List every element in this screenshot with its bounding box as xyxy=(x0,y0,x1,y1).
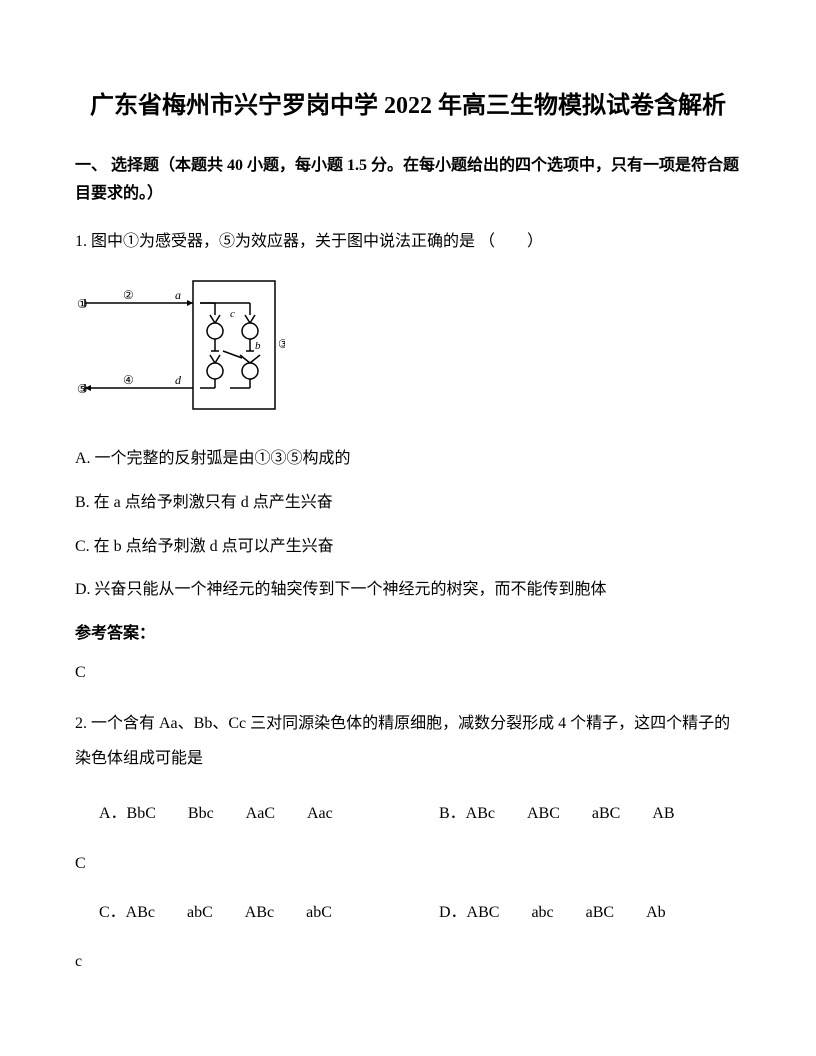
label-2: ② xyxy=(123,288,134,302)
label-1: ① xyxy=(77,297,88,311)
q2-options-row-2: C．ABc abC ABc abC D．ABC abc aBC Ab xyxy=(75,895,741,930)
label-4: ④ xyxy=(123,373,134,387)
q1-option-b: B. 在 a 点给予刺激只有 d 点产生兴奋 xyxy=(75,490,741,516)
q2-text: 2. 一个含有 Aa、Bb、Cc 三对同源染色体的精原细胞，减数分裂形成 4 个… xyxy=(75,706,741,776)
q2-options-row-1: A．BbC Bbc AaC Aac B．ABc ABC aBC AB xyxy=(75,796,741,831)
q2-option-d: D．ABC abc aBC Ab xyxy=(439,895,741,930)
q2-option-d-wrap: c xyxy=(75,944,741,979)
q2-option-a: A．BbC Bbc AaC Aac xyxy=(99,796,439,831)
label-c: c xyxy=(230,308,235,320)
label-b: b xyxy=(255,340,261,352)
label-a: a xyxy=(175,288,181,302)
q1-option-c: C. 在 b 点给予刺激 d 点可以产生兴奋 xyxy=(75,534,741,560)
q1-option-d: D. 兴奋只能从一个神经元的轴突传到下一个神经元的树突，而不能传到胞体 xyxy=(75,577,741,603)
answer-label: 参考答案： xyxy=(75,621,741,647)
q2-option-c: C．ABc abC ABc abC xyxy=(99,895,439,930)
label-5: ⑤ xyxy=(77,382,88,396)
q2-option-b-wrap: C xyxy=(75,846,741,881)
reflex-arc-diagram: ② a ① ④ d ⑤ ③ xyxy=(75,273,741,427)
q2-option-b: B．ABc ABC aBC AB xyxy=(439,796,741,831)
q1-text: 1. 图中①为感受器，⑤为效应器，关于图中说法正确的是 （ ） xyxy=(75,229,741,255)
q1-option-a: A. 一个完整的反射弧是由①③⑤构成的 xyxy=(75,446,741,472)
label-d: d xyxy=(175,373,182,387)
section-header: 一、 选择题（本题共 40 小题，每小题 1.5 分。在每小题给出的四个选项中，… xyxy=(75,152,741,210)
question-1: 1. 图中①为感受器，⑤为效应器，关于图中说法正确的是 （ ） ② a ① ④ … xyxy=(75,229,741,686)
question-2: 2. 一个含有 Aa、Bb、Cc 三对同源染色体的精原细胞，减数分裂形成 4 个… xyxy=(75,706,741,979)
answer-value: C xyxy=(75,660,741,686)
page-title: 广东省梅州市兴宁罗岗中学 2022 年高三生物模拟试卷含解析 xyxy=(75,90,741,124)
label-3: ③ xyxy=(278,337,285,351)
